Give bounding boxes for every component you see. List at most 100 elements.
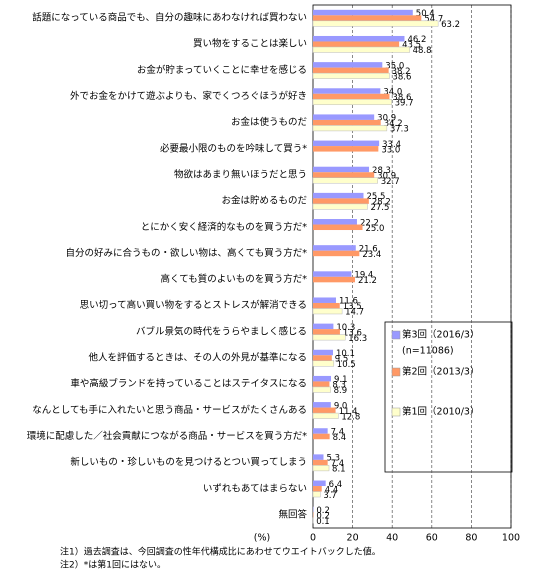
y-tick-label: 買い物をすることは楽しい [193,38,307,50]
y-tick-label: なんとしても手に入れたいと思う商品・サービスがたくさんある [32,404,307,416]
legend-box [384,321,513,473]
legend-label: 第2回（2013/3） [402,366,479,378]
value-label: 25.5 [366,192,385,202]
value-label: 25.0 [366,224,385,234]
y-tick-label: 物欲はあまり無いほうだと思う [174,168,307,180]
note: 注1）過去調査は、今回調査の性年代構成比にあわせてウエイトバックした値。 [60,546,381,558]
value-label: 54.7 [424,15,443,25]
bar [312,308,343,315]
value-label: 37.3 [390,125,409,135]
bar [313,9,413,16]
bar [313,250,360,257]
value-label: 21.6 [359,244,378,254]
bar [313,224,363,231]
value-label: 38.2 [392,67,411,77]
value-label: 9.1 [334,375,348,385]
bar [313,276,355,283]
bar [313,454,324,460]
bar [312,360,335,367]
value-label: 6.4 [329,480,343,490]
bar [312,46,410,53]
note: 注2）*は第1回にはない。 [60,559,166,571]
value-label: 11.4 [339,407,358,417]
bar [313,480,326,487]
bar [312,125,388,132]
bar [313,271,352,277]
sample-size: (n=11086) [402,346,454,357]
value-label: 14.7 [345,308,364,318]
value-label: 10.3 [336,323,355,333]
value-label: 30.9 [377,114,396,124]
x-tick-label: 60 [426,533,438,544]
bar [313,381,330,387]
y-tick-label: お金が貯まっていくことに幸せを感じる [137,64,307,76]
bar [313,375,332,382]
x-tick-label: 100 [502,533,520,544]
bar [313,35,405,42]
value-label: 9.5 [335,355,349,365]
value-label: 11.6 [339,297,358,307]
bar [313,486,322,492]
value-label: 38.6 [392,72,411,82]
y-tick-label: 必要最小限のものを吟味して買う* [160,142,307,154]
value-label: 35.0 [385,61,404,71]
bar [313,15,422,21]
bar [312,20,439,27]
bar [313,119,381,126]
bar [312,491,321,498]
y-tick-label: 他人を評価するときは、その人の外見が基準になる [88,352,307,364]
y-tick-label: お金は使うものだ [231,116,308,128]
bar [312,72,390,79]
bar [313,433,330,440]
y-tick-label: とにかく安く経済的なものを買う方だ* [141,221,308,233]
value-label: 9.0 [334,401,348,411]
value-label: 10.1 [336,349,355,359]
value-label: 0.2 [316,506,330,516]
value-label: 5.3 [326,454,340,464]
value-label: 48.8 [413,46,432,56]
value-label: 38.6 [392,93,411,103]
bar [312,465,330,472]
value-label: 7.4 [331,459,345,469]
bar [312,386,331,393]
bar [313,67,389,74]
y-tick-label: 新しいもの・珍しいものを見つけるとつい買ってしまう [70,456,307,468]
legend-swatch [391,407,401,417]
bar [313,88,381,94]
value-label: 34.0 [383,88,402,98]
y-tick-label: いずれもあてはまらない [203,483,307,494]
bar [313,62,383,68]
value-label: 10.5 [337,360,356,370]
value-label: 16.3 [348,334,367,344]
legend-swatch [391,367,401,377]
legend-swatch [391,330,401,340]
bar [313,192,364,199]
x-tick-label: 0 [310,533,316,544]
legend-label: 第3回（2016/3） [402,329,479,341]
value-label: 8.4 [333,433,347,443]
value-label: 22.2 [360,218,379,228]
value-label: 4.4 [325,485,339,495]
bar [312,412,339,419]
bar [312,99,392,106]
y-tick-label: 無回答 [278,508,307,520]
y-tick-label: 思い切って高い買い物をするとストレスが解消できる [80,299,307,311]
bar [313,146,379,152]
value-label: 43.5 [402,41,421,51]
bar [313,323,334,330]
x-tick-label: 80 [465,533,477,544]
bar [313,407,336,414]
bar [313,459,328,466]
value-label: 33.0 [381,145,400,155]
bar [312,203,368,210]
bar [313,428,328,434]
y-tick-label: 外でお金をかけて遊ぶよりも、家でくつろぐほうが好き [70,90,307,102]
value-label: 50.4 [416,9,435,19]
bar [313,140,380,147]
bar [313,114,375,120]
plot-frame [312,4,512,529]
value-label: 0.1 [316,517,330,527]
value-label: 32.7 [381,177,400,187]
value-label: 13.6 [343,328,362,338]
